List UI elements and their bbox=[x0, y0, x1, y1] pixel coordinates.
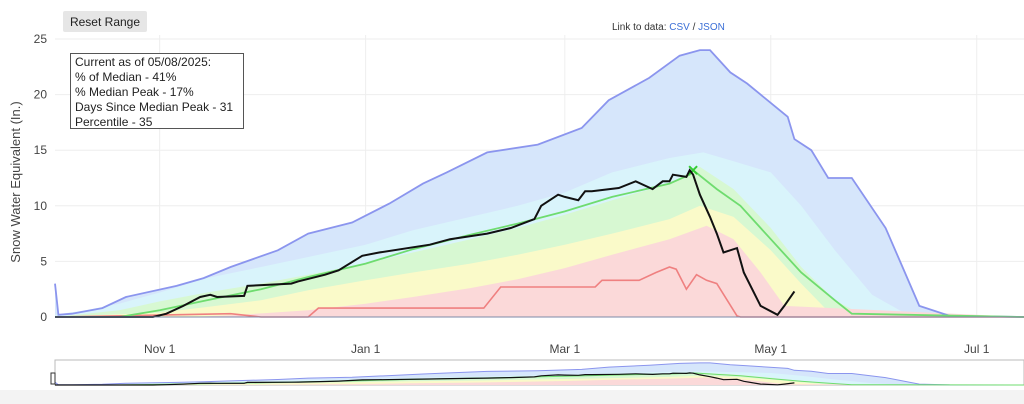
y-tick-label: 25 bbox=[34, 32, 48, 46]
max-line bbox=[54, 49, 1024, 318]
mini-max-line bbox=[54, 362, 1024, 386]
y-tick-label: 5 bbox=[40, 254, 47, 268]
median-peak-marker bbox=[688, 165, 698, 175]
current-status-box: Current as of 05/08/2025: % of Median - … bbox=[70, 53, 244, 129]
x-tick-label: May 1 bbox=[754, 342, 787, 356]
series-lines bbox=[54, 49, 1024, 318]
y-tick-labels: 0 5 10 15 20 25 bbox=[34, 32, 48, 324]
y-tick-label: 0 bbox=[40, 310, 47, 324]
mini-band-p10 bbox=[55, 377, 1024, 385]
x-tick-label: Jan 1 bbox=[351, 342, 381, 356]
x-tick-label: Jul 1 bbox=[964, 342, 990, 356]
reset-range-button[interactable]: Reset Range bbox=[63, 11, 147, 32]
data-links-prefix: Link to data: bbox=[612, 22, 667, 33]
range-slider-handle[interactable] bbox=[50, 372, 56, 385]
mini-current-line bbox=[55, 372, 795, 386]
x-tick-labels: Nov 1 Jan 1 Mar 1 May 1 Jul 1 bbox=[144, 342, 990, 356]
mini-band-p30 bbox=[55, 375, 1024, 385]
status-days-since-peak: Days Since Median Peak - 31 bbox=[75, 100, 234, 114]
status-date: Current as of 05/08/2025: bbox=[75, 55, 212, 69]
min-line bbox=[54, 266, 1024, 318]
median-line bbox=[55, 168, 1024, 318]
y-axis-title: Snow Water Equivalent (In.) bbox=[8, 101, 23, 262]
status-percentile: Percentile - 35 bbox=[75, 115, 153, 129]
band-p30 bbox=[55, 205, 1024, 317]
current-year-line bbox=[55, 168, 796, 318]
status-pct-median-peak: % Median Peak - 17% bbox=[75, 85, 194, 99]
range-slider bbox=[50, 359, 1024, 386]
status-pct-median: % of Median - 41% bbox=[75, 70, 177, 84]
y-tick-label: 20 bbox=[34, 88, 48, 102]
bottom-strip bbox=[0, 390, 1024, 404]
y-tick-label: 15 bbox=[34, 143, 48, 157]
link-separator: / bbox=[692, 22, 696, 33]
y-tick-label: 10 bbox=[34, 199, 48, 213]
x-tick-label: Mar 1 bbox=[549, 342, 580, 356]
data-links: Link to data: CSV / JSON bbox=[612, 22, 725, 33]
csv-link[interactable]: CSV bbox=[669, 22, 690, 33]
band-p10 bbox=[55, 225, 1024, 317]
x-tick-label: Nov 1 bbox=[144, 342, 176, 356]
json-link[interactable]: JSON bbox=[698, 22, 725, 33]
